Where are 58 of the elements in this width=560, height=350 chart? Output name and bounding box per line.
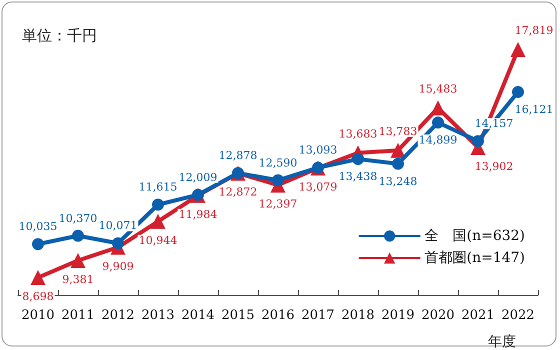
point <box>390 142 406 158</box>
data-label: 10,035 <box>18 220 58 234</box>
x-tick-label: 2015 <box>221 308 255 323</box>
data-label: 10,071 <box>98 219 138 232</box>
x-tick-label: 2010 <box>21 308 55 323</box>
x-tick-label: 2013 <box>141 308 175 323</box>
x-tick-label: 2011 <box>61 308 95 323</box>
text: 単位：千円 <box>22 26 97 44</box>
x-tick-label: 2018 <box>341 308 375 323</box>
x-tick-label: 2019 <box>381 308 415 323</box>
data-label: 17,819 <box>514 24 554 38</box>
point <box>432 116 444 129</box>
x-axis-title: 年度 <box>488 334 516 350</box>
x-tick-label: 2021 <box>461 308 495 323</box>
point <box>352 153 364 166</box>
data-label: 13,902 <box>474 160 514 173</box>
data-label: 12,009 <box>178 170 218 184</box>
data-label: 13,683 <box>338 127 378 140</box>
data-label: 11,984 <box>178 208 218 221</box>
x-tick-label: 2016 <box>261 308 295 323</box>
point <box>512 86 524 98</box>
point <box>510 42 526 58</box>
point <box>152 198 164 211</box>
x-tick-label: 2020 <box>421 308 455 323</box>
data-label: 11,615 <box>138 180 178 194</box>
point <box>472 135 484 148</box>
legend-label: 全 国(n=632) <box>424 228 526 244</box>
data-label: 12,878 <box>218 149 258 162</box>
point <box>32 238 44 250</box>
data-label: 10,944 <box>138 234 178 247</box>
point <box>272 174 284 186</box>
x-tick-label: 2017 <box>301 308 335 323</box>
data-label: 16,121 <box>514 102 554 116</box>
data-label: 8,698 <box>22 290 54 304</box>
data-label: 14,899 <box>418 134 458 147</box>
x-tick-label: 2014 <box>181 308 215 323</box>
data-label: 9,909 <box>102 260 134 273</box>
data-label: 13,248 <box>378 174 418 188</box>
data-label: 13,093 <box>298 144 338 157</box>
point <box>72 230 84 242</box>
data-label: 13,438 <box>338 170 378 184</box>
point <box>392 158 404 170</box>
x-tick-label: 2022 <box>501 308 535 323</box>
data-label: 13,783 <box>378 124 418 138</box>
x-tick-label: 2012 <box>101 308 135 323</box>
data-label: 9,381 <box>62 272 94 286</box>
legend-label: 首都圏(n=147) <box>424 250 526 266</box>
data-label: 12,397 <box>258 198 298 211</box>
data-label: 13,079 <box>298 180 338 194</box>
point <box>70 252 86 268</box>
data-label: 15,483 <box>418 82 458 96</box>
point <box>150 214 166 229</box>
point <box>30 270 46 286</box>
point <box>112 237 124 250</box>
data-label: 12,872 <box>218 186 258 199</box>
data-label: 10,370 <box>58 212 98 225</box>
data-label: 12,590 <box>258 156 298 170</box>
data-label: 14,157 <box>474 117 514 130</box>
